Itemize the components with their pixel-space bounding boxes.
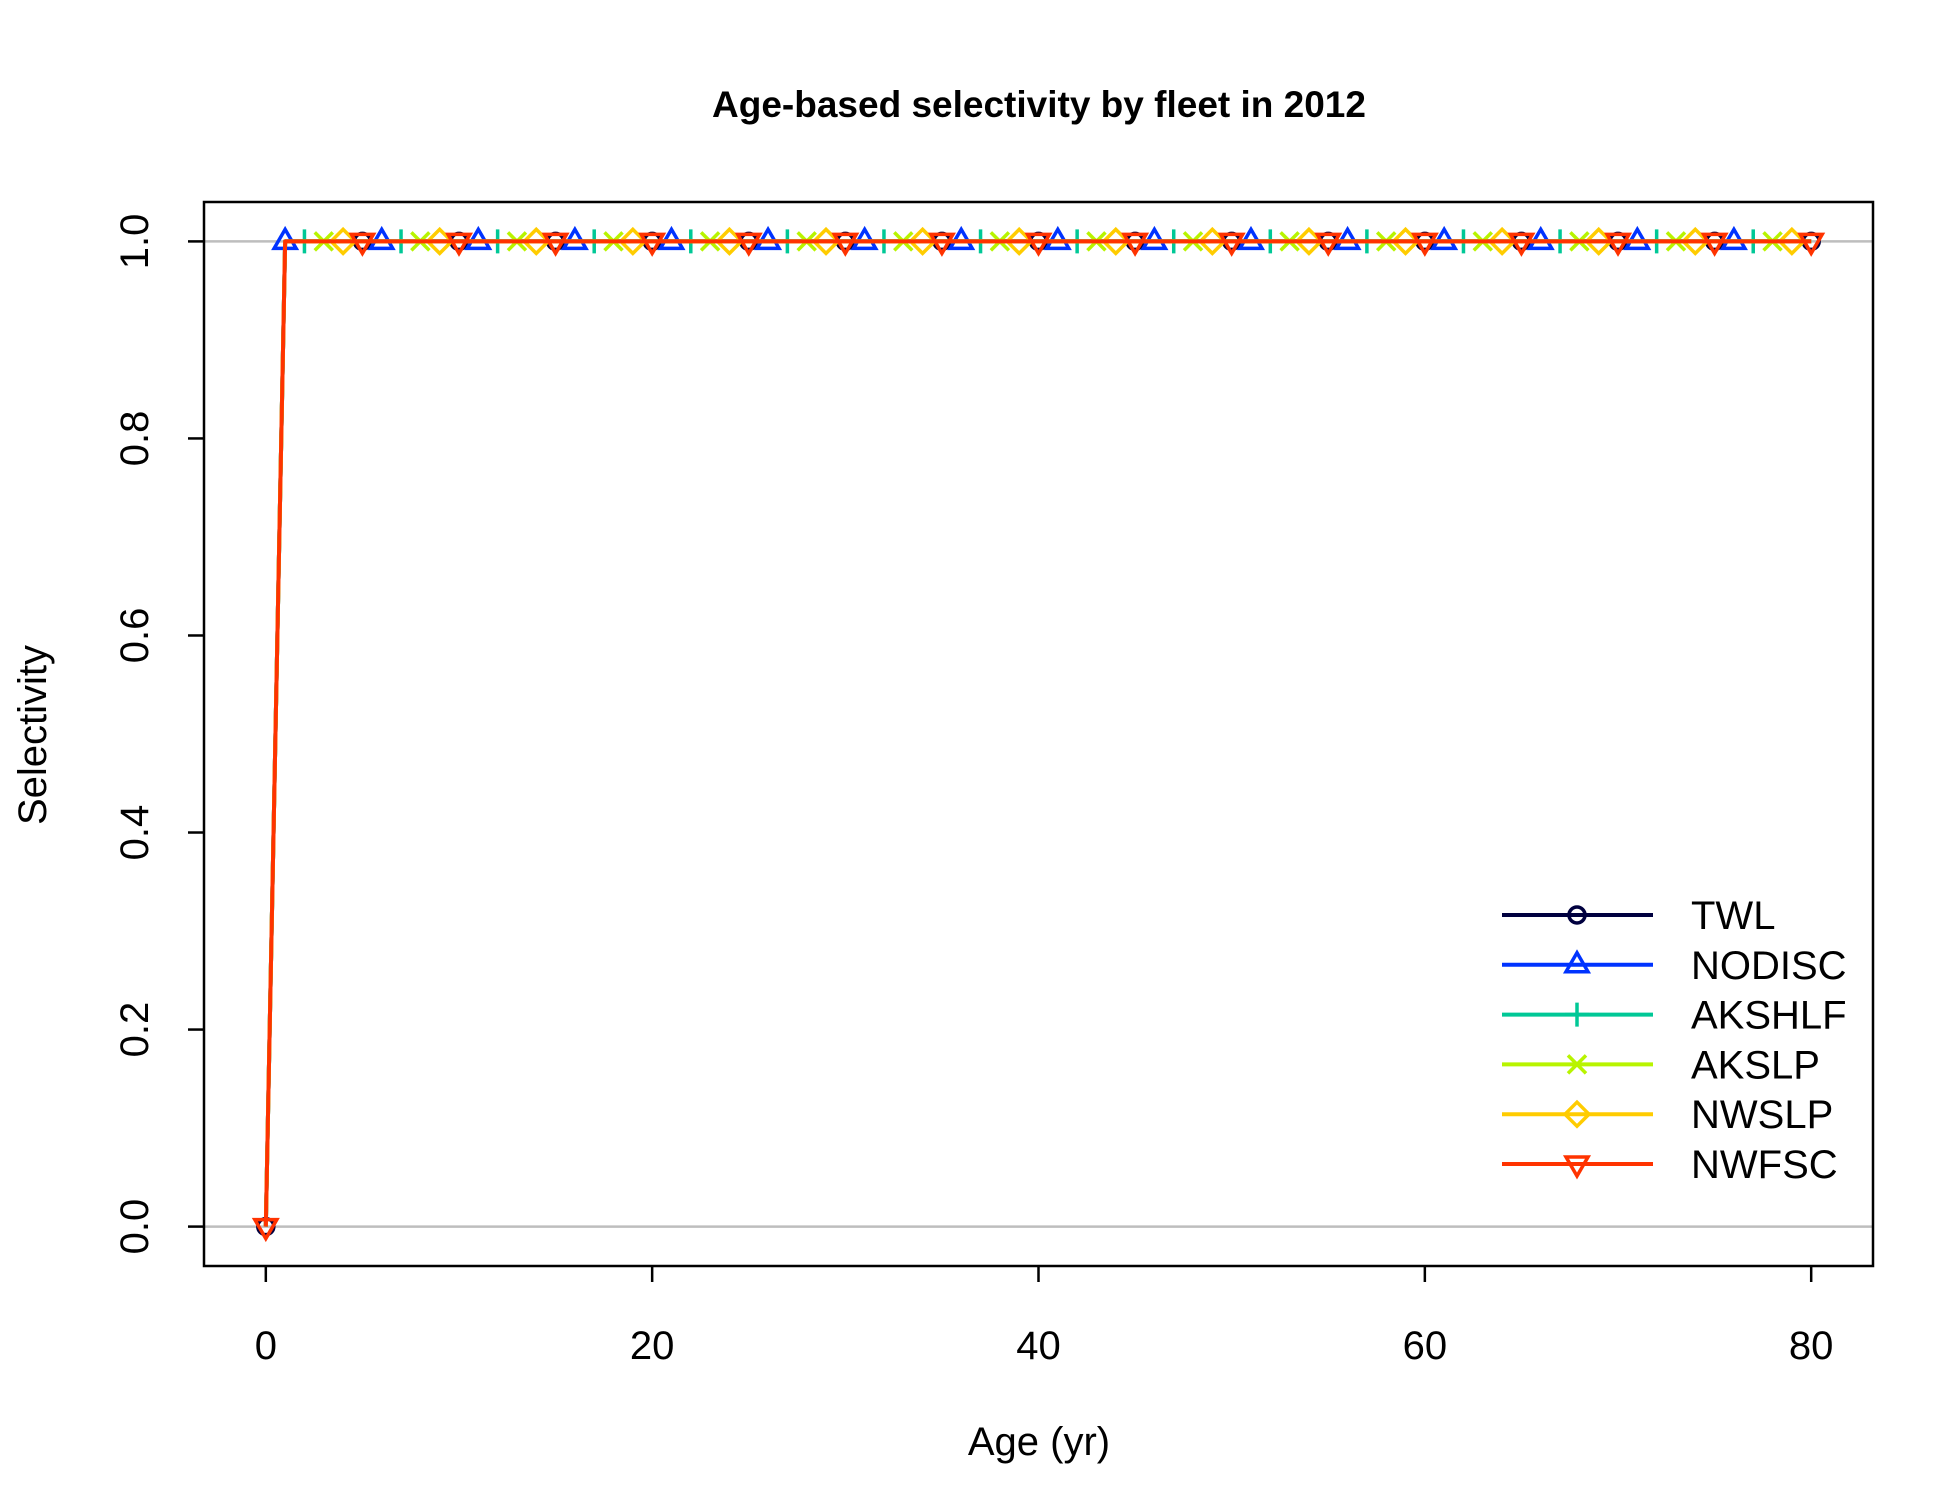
legend-item-akslp: AKSLP <box>1502 1043 1820 1087</box>
plus-icon <box>1565 1002 1589 1027</box>
data-point-nodisc <box>657 225 686 251</box>
x-tick-label: 80 <box>1789 1324 1834 1368</box>
data-point-nodisc <box>850 225 879 251</box>
data-point-nwfsc <box>444 232 474 257</box>
triangle-up-icon <box>1562 949 1592 974</box>
data-point-nwslp <box>328 226 358 256</box>
data-point-nwslp <box>1487 226 1517 256</box>
plot-frame <box>202 200 1875 1268</box>
y-tick-label: 0.6 <box>113 608 157 664</box>
data-point-nwslp <box>1197 226 1227 256</box>
x-tick-label: 60 <box>1403 1324 1448 1368</box>
legend-label: NODISC <box>1691 944 1847 988</box>
data-point-nwslp <box>1101 226 1131 256</box>
data-point-nwslp <box>1680 226 1710 256</box>
data-point-nodisc <box>947 225 976 251</box>
legend-label: TWL <box>1691 894 1775 938</box>
data-point-nodisc <box>754 225 783 251</box>
data-point-nwfsc <box>1700 232 1729 257</box>
data-point-nodisc <box>1333 225 1362 251</box>
data-point-nwfsc <box>541 232 570 257</box>
series-line-nodisc <box>263 239 1812 1227</box>
data-point-nodisc <box>464 225 493 251</box>
data-point-nwfsc <box>638 232 667 257</box>
series-nwfsc <box>251 232 1826 1243</box>
x-tick-label: 20 <box>630 1324 675 1368</box>
data-point-nwslp <box>811 226 841 256</box>
reference-lines <box>204 240 1873 1228</box>
series-nwslp <box>263 226 1812 1227</box>
chart-title: Age-based selectivity by fleet in 2012 <box>712 84 1366 125</box>
data-point-nwslp <box>618 226 648 256</box>
legend-item-akshlf: AKSHLF <box>1502 994 1847 1038</box>
series-akslp <box>263 231 1812 1227</box>
series-akshlf <box>263 229 1812 1227</box>
data-point-nwfsc <box>1217 232 1246 257</box>
data-point-nwfsc <box>1797 232 1826 257</box>
legend-item-twl: TWL <box>1502 894 1775 938</box>
x-cross-icon <box>1566 1054 1588 1075</box>
legend-label: AKSLP <box>1691 1043 1820 1087</box>
data-point-nodisc <box>1140 225 1169 251</box>
triangle-down-icon <box>1562 1155 1592 1180</box>
series-nodisc <box>263 225 1812 1227</box>
diamond-icon <box>1562 1099 1592 1129</box>
data-point-nwfsc <box>1314 232 1343 257</box>
data-point-nodisc <box>367 225 396 251</box>
data-point-nwslp <box>1584 226 1614 256</box>
data-point-nwslp <box>521 226 551 256</box>
data-point-nodisc <box>1719 225 1748 251</box>
series-line-nwslp <box>263 239 1812 1227</box>
data-point-nwfsc <box>1121 232 1150 257</box>
y-tick-label: 0.2 <box>113 1002 157 1058</box>
series-line-akslp <box>263 239 1812 1227</box>
legend-item-nwfsc: NWFSC <box>1502 1143 1838 1187</box>
legend-label: NWSLP <box>1691 1093 1833 1137</box>
series-line-akshlf <box>263 239 1812 1227</box>
x-tick-label: 40 <box>1016 1324 1061 1368</box>
data-point-nwslp <box>908 226 938 256</box>
x-tick-label: 0 <box>255 1324 277 1368</box>
data-point-nodisc <box>1623 225 1652 251</box>
y-tick-label: 0.4 <box>113 805 157 861</box>
data-point-nwfsc <box>1024 232 1053 257</box>
y-axis-label: Selectivity <box>11 645 55 825</box>
y-tick-label: 1.0 <box>113 214 157 270</box>
data-point-nwfsc <box>348 232 377 257</box>
legend: TWL NODISC AKSHLF AKSLP NWSLP NWFSC <box>1502 894 1847 1187</box>
data-point-nodisc <box>1430 225 1459 251</box>
data-point-nwfsc <box>251 1217 280 1243</box>
y-tick-label: 0.8 <box>113 411 157 467</box>
circle-icon <box>1567 905 1587 925</box>
data-point-nwfsc <box>734 232 763 257</box>
series-line-nwfsc <box>263 239 1812 1227</box>
data-point-nwfsc <box>831 232 860 257</box>
data-point-nwslp <box>1004 226 1034 256</box>
data-point-nodisc <box>560 225 589 251</box>
data-point-nwslp <box>425 226 455 256</box>
plot-series <box>251 225 1826 1243</box>
data-point-nwslp <box>1294 226 1324 256</box>
data-point-nwslp <box>714 226 744 256</box>
data-point-nodisc <box>1043 225 1072 251</box>
legend-label: NWFSC <box>1691 1143 1838 1187</box>
series-twl <box>256 231 1821 1237</box>
data-point-nwfsc <box>927 232 956 257</box>
data-point-nodisc <box>1526 225 1555 251</box>
data-point-nwslp <box>1391 226 1421 256</box>
axes: 0 20 40 60 80 0.0 0.2 0.4 0.6 0.8 1.0 <box>113 200 1875 1368</box>
series-line-twl <box>263 239 1812 1227</box>
legend-item-nwslp: NWSLP <box>1502 1093 1833 1137</box>
data-point-nwslp <box>1777 226 1807 256</box>
legend-label: AKSHLF <box>1691 994 1847 1038</box>
y-tick-label: 0.0 <box>113 1199 157 1255</box>
data-point-nwfsc <box>1507 232 1536 257</box>
data-point-nodisc <box>1236 225 1266 251</box>
data-point-nwfsc <box>1603 232 1633 257</box>
legend-item-nodisc: NODISC <box>1502 944 1847 988</box>
x-axis-label: Age (yr) <box>968 1420 1110 1464</box>
data-point-nwfsc <box>1410 232 1439 257</box>
